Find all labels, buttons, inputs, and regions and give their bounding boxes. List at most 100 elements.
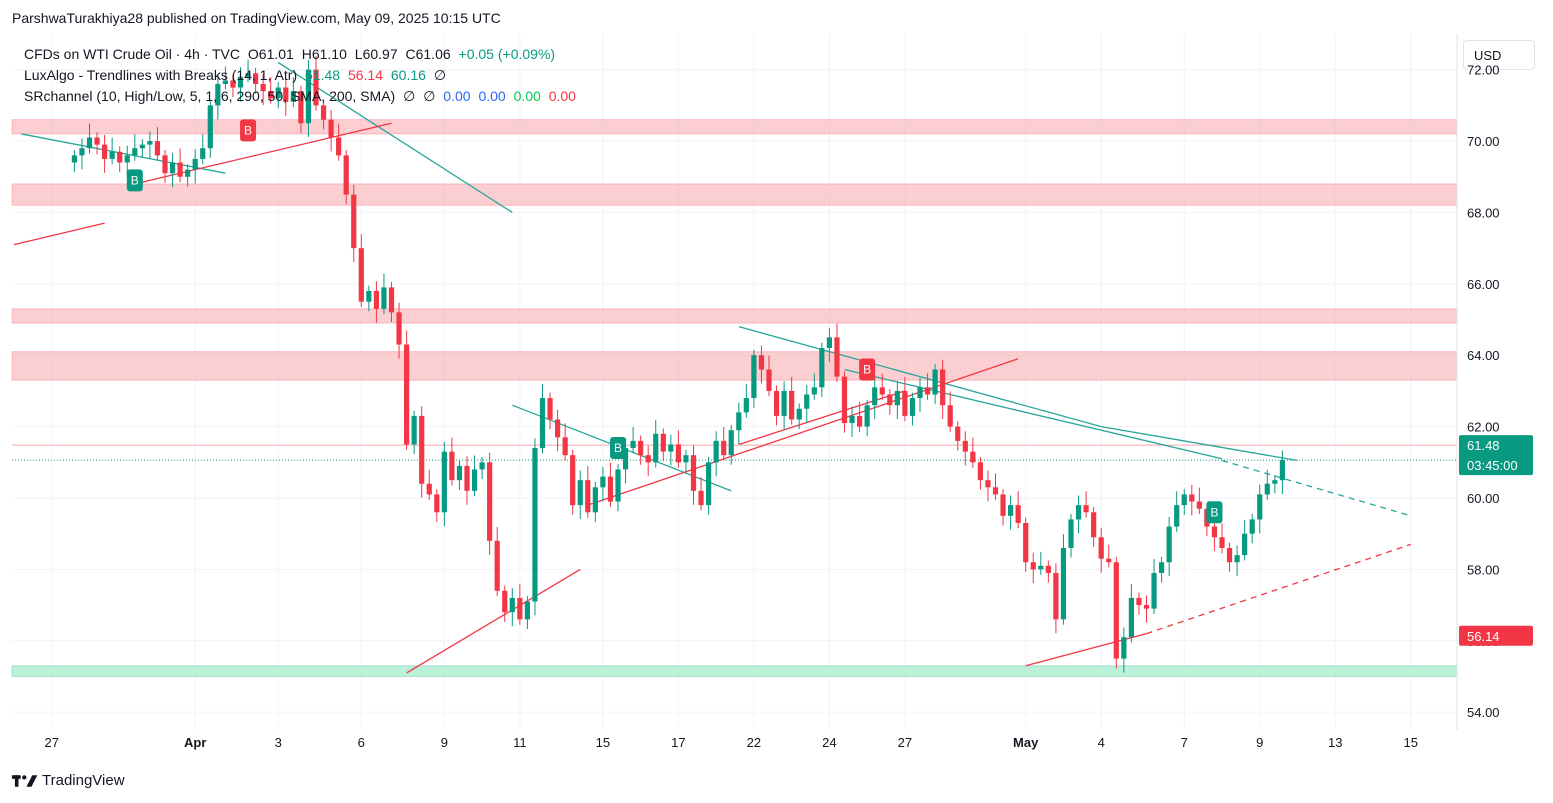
candle-147 xyxy=(1181,489,1187,515)
candle-10 xyxy=(147,131,153,159)
trendline-green-3-ext xyxy=(1101,425,1298,462)
legend-luxalgo-row[interactable]: LuxAlgo - Trendlines with Breaks (14, 1,… xyxy=(24,65,576,86)
srchannel-value-5: 0.00 xyxy=(513,88,541,104)
candle-8 xyxy=(132,134,138,161)
candle-62 xyxy=(539,384,546,454)
candle-137 xyxy=(1106,544,1112,568)
candle-124 xyxy=(1008,495,1014,530)
break-badge-label-3: B xyxy=(863,363,871,377)
resistance-zone-0 xyxy=(11,119,1458,135)
time-axis[interactable]: 27 Apr 3 6 9 11 15 17 22 24 27 May 4 7 9 13 15 xyxy=(45,735,1418,750)
y-tick-label-3: 60.00 xyxy=(1467,491,1500,506)
chart-legend: CFDs on WTI Crude Oil · 4h · TVC O61.01 … xyxy=(24,44,576,107)
candle-156 xyxy=(1249,514,1255,544)
candle-88 xyxy=(736,402,742,445)
resistance-zone-2 xyxy=(11,308,1458,324)
candle-77 xyxy=(653,419,659,468)
candle-140 xyxy=(1128,584,1134,643)
candle-144 xyxy=(1159,556,1165,583)
open-value: O61.01 xyxy=(247,46,294,62)
candle-131 xyxy=(1060,534,1067,625)
candle-24 xyxy=(253,67,259,94)
candle-143 xyxy=(1151,559,1157,614)
candle-76 xyxy=(645,445,651,477)
x-tick-label-11: May xyxy=(1013,735,1039,750)
low-value: L60.97 xyxy=(354,46,398,62)
candle-117 xyxy=(955,421,961,451)
candle-136 xyxy=(1098,527,1104,573)
luxalgo-value-3: 60.16 xyxy=(390,67,426,83)
candle-95 xyxy=(789,377,795,425)
candle-46 xyxy=(419,406,425,498)
candle-111 xyxy=(909,392,916,426)
y-tick-label-5: 64.00 xyxy=(1467,348,1500,363)
level-lines xyxy=(12,444,1457,461)
candle-33 xyxy=(320,100,327,130)
x-tick-label-12: 4 xyxy=(1098,735,1105,750)
candle-160 xyxy=(1279,450,1285,495)
trendline-red-0 xyxy=(13,222,105,246)
candle-71 xyxy=(607,462,614,507)
price-axis[interactable]: 54.0056.0058.0060.0062.0064.0066.0068.00… xyxy=(1456,34,1500,730)
candle-65 xyxy=(562,423,568,461)
candle-112 xyxy=(917,377,923,412)
plot-background xyxy=(12,34,1457,730)
candles xyxy=(71,55,1285,673)
candle-152 xyxy=(1219,523,1225,554)
candle-34 xyxy=(328,110,334,152)
candle-97 xyxy=(804,384,810,423)
candle-146 xyxy=(1174,491,1180,532)
change-value: +0.05 (+0.09%) xyxy=(458,46,556,62)
luxalgo-value-4: ∅ xyxy=(433,67,447,83)
candle-123 xyxy=(1000,489,1006,526)
legend-symbol-row[interactable]: CFDs on WTI Crude Oil · 4h · TVC O61.01 … xyxy=(24,44,576,65)
candle-159 xyxy=(1272,474,1278,494)
candle-110 xyxy=(902,377,908,422)
candle-72 xyxy=(615,464,621,512)
candle-99 xyxy=(819,342,825,397)
candle-55 xyxy=(487,452,493,555)
candle-60 xyxy=(524,596,530,629)
publish-header: ParshwaTurakhiya28 published on TradingV… xyxy=(12,10,501,26)
candle-14 xyxy=(177,148,183,183)
candle-45 xyxy=(411,410,417,455)
candle-118 xyxy=(962,431,968,466)
candle-157 xyxy=(1257,484,1263,534)
price-label-countdown-0: 03:45:00 xyxy=(1467,458,1518,473)
candle-1 xyxy=(79,138,85,170)
x-tick-label-10: 27 xyxy=(898,735,912,750)
tradingview-logo-icon xyxy=(12,774,38,787)
candle-126 xyxy=(1023,517,1029,572)
x-tick-label-2: 3 xyxy=(275,735,282,750)
candle-32 xyxy=(313,55,319,111)
candle-85 xyxy=(713,431,719,477)
candle-128 xyxy=(1038,551,1044,575)
y-tick-label-9: 72.00 xyxy=(1467,63,1500,78)
luxalgo-value-1: 61.48 xyxy=(305,67,341,83)
candle-121 xyxy=(985,470,991,502)
x-tick-label-7: 17 xyxy=(671,735,685,750)
candle-11 xyxy=(154,127,161,161)
legend-srchannel-row[interactable]: SRchannel (10, High/Low, 5, 1, 6, 290, 5… xyxy=(24,86,576,107)
candle-23 xyxy=(245,59,251,83)
y-tick-label-8: 70.00 xyxy=(1467,134,1500,149)
candle-9 xyxy=(139,139,145,158)
candle-31 xyxy=(305,60,312,138)
break-badge-3: B xyxy=(859,358,876,381)
candle-86 xyxy=(721,426,727,461)
srchannel-value-1: ∅ xyxy=(403,88,416,104)
candle-149 xyxy=(1196,487,1202,515)
x-tick-label-14: 9 xyxy=(1256,735,1263,750)
candle-82 xyxy=(690,445,697,505)
candle-27 xyxy=(275,82,281,108)
candle-44 xyxy=(404,330,410,450)
srchannel-value-2: ∅ xyxy=(423,88,436,104)
candle-13 xyxy=(169,152,176,188)
candle-139 xyxy=(1121,627,1127,673)
candle-19 xyxy=(215,74,221,120)
price-label-1: 56.14 xyxy=(1459,625,1533,646)
currency-button[interactable]: USD xyxy=(1463,40,1535,70)
candle-148 xyxy=(1189,484,1195,516)
candle-12 xyxy=(162,150,168,183)
